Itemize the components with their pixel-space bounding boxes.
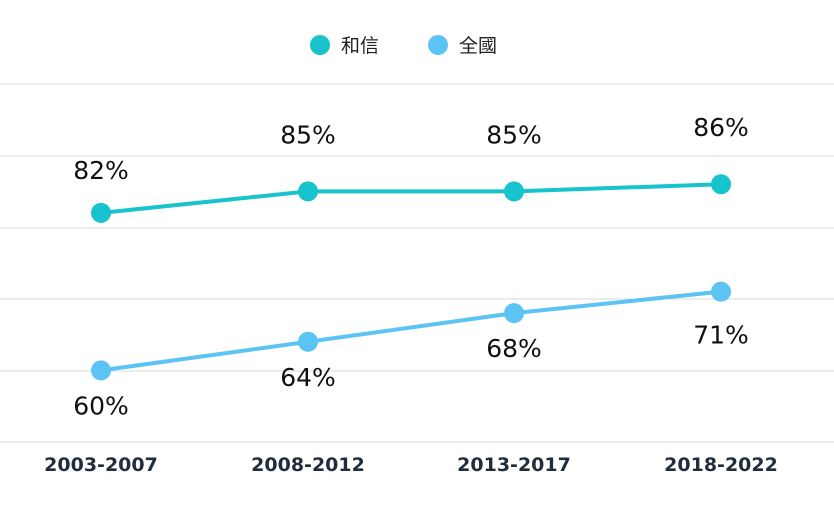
- data-point-0-0: [91, 202, 111, 223]
- data-point-0-3: [711, 174, 731, 195]
- data-label-0-1: 85%: [280, 120, 336, 149]
- x-tick-label-2: 2013-2017: [457, 454, 571, 476]
- data-label-0-2: 85%: [486, 120, 542, 149]
- data-point-1-1: [298, 331, 318, 352]
- legend-marker-1: [428, 35, 448, 55]
- data-label-0-3: 86%: [693, 113, 749, 142]
- data-label-1-3: 71%: [693, 321, 749, 350]
- data-point-1-2: [504, 303, 524, 324]
- series-layer: [91, 174, 731, 381]
- data-point-1-3: [711, 281, 731, 302]
- x-tick-label-3: 2018-2022: [664, 454, 778, 476]
- x-tick-label-1: 2008-2012: [251, 454, 365, 476]
- data-point-0-1: [298, 181, 318, 202]
- series-line-1: [99, 289, 723, 373]
- legend-label-0: 和信: [341, 35, 379, 57]
- legend: 和信 全國: [310, 35, 497, 57]
- data-point-0-2: [504, 181, 524, 202]
- data-label-0-0: 82%: [73, 156, 129, 185]
- legend-label-1: 全國: [459, 35, 497, 57]
- data-label-1-0: 60%: [73, 391, 129, 420]
- data-point-1-0: [91, 360, 111, 381]
- legend-marker-0: [310, 35, 330, 55]
- data-label-1-2: 68%: [486, 334, 542, 363]
- data-label-1-1: 64%: [280, 363, 336, 392]
- x-tick-label-0: 2003-2007: [44, 454, 158, 476]
- x-axis: 2003-2007 2008-2012 2013-2017 2018-2022: [44, 454, 778, 476]
- data-labels: 82% 85% 85% 86% 60% 64% 68% 71%: [73, 113, 749, 420]
- series-line-0: [99, 182, 723, 215]
- grid: [0, 83, 834, 443]
